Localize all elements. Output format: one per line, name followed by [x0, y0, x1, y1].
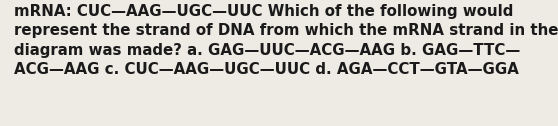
Text: mRNA: CUC—AAG—UGC—UUC Which of the following would
represent the strand of DNA f: mRNA: CUC—AAG—UGC—UUC Which of the follo…	[14, 4, 558, 77]
